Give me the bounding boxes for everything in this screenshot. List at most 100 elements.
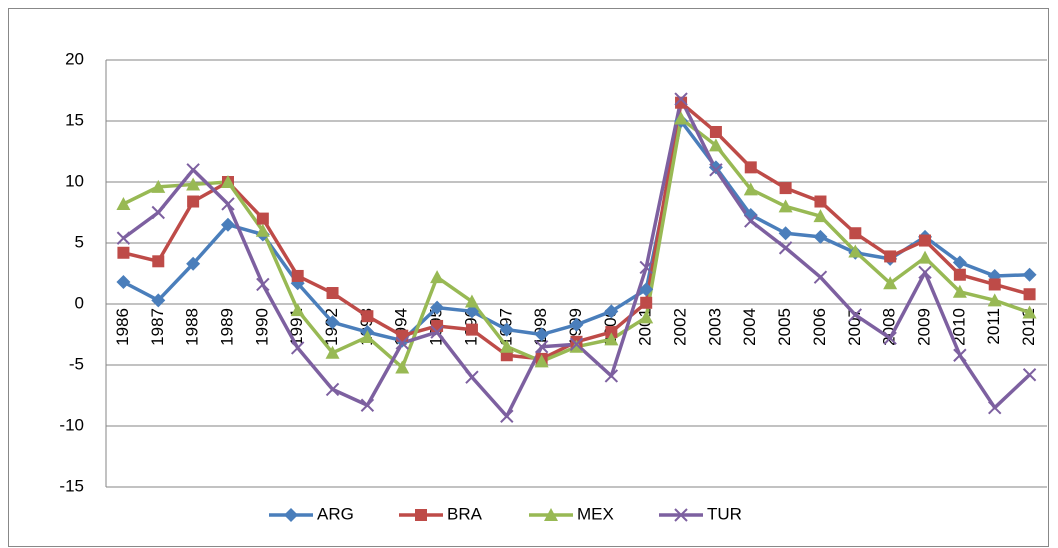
data-point: [952, 255, 967, 270]
x-tick-label: 2010: [949, 308, 968, 346]
data-point: [639, 260, 653, 275]
data-point: [848, 308, 863, 322]
data-point: [987, 293, 1002, 307]
data-point: [605, 326, 618, 339]
data-point: [326, 287, 339, 300]
y-tick-label: 15: [65, 110, 84, 129]
data-point: [220, 175, 235, 188]
data-point: [1022, 267, 1037, 282]
data-point: [186, 163, 200, 177]
data-point: [430, 300, 445, 315]
data-point: [116, 196, 131, 210]
x-tick-label: 2006: [810, 308, 829, 346]
data-point: [1022, 305, 1037, 319]
x-tick-label: 1989: [217, 308, 236, 346]
x-tick-label: 2005: [775, 308, 794, 346]
legend-marker: [284, 508, 298, 522]
data-point: [848, 244, 863, 258]
data-point: [499, 339, 514, 353]
data-point: [709, 125, 722, 138]
data-point: [709, 163, 723, 177]
data-point: [256, 277, 270, 292]
data-point: [534, 327, 549, 342]
data-point: [640, 296, 653, 309]
data-point: [430, 325, 444, 339]
data-point: [187, 195, 200, 208]
x-tick-label: 1987: [148, 308, 167, 346]
data-point: [361, 310, 374, 323]
data-point: [325, 345, 340, 359]
data-point: [883, 331, 897, 345]
data-point: [744, 161, 757, 174]
data-point: [674, 92, 688, 106]
data-point: [813, 229, 828, 244]
data-point: [919, 234, 932, 247]
data-point: [1023, 288, 1036, 301]
legend-item: MEX: [529, 504, 614, 523]
data-point: [395, 360, 410, 374]
y-tick-label: 10: [65, 171, 84, 190]
data-point: [813, 270, 828, 284]
data-point: [569, 339, 584, 353]
data-point: [918, 250, 933, 264]
data-point: [744, 214, 758, 228]
data-point: [431, 319, 444, 332]
data-point: [291, 269, 304, 282]
data-point: [151, 179, 166, 193]
data-point: [255, 223, 270, 237]
data-point: [220, 217, 235, 232]
data-point: [151, 205, 165, 220]
data-point: [395, 336, 409, 350]
data-point: [988, 278, 1001, 291]
data-point: [464, 294, 479, 308]
data-point: [186, 177, 201, 191]
data-point: [813, 209, 828, 223]
data-point: [290, 341, 305, 355]
data-point: [883, 276, 898, 290]
data-point: [116, 231, 131, 245]
data-point: [814, 195, 827, 208]
y-tick-label: -15: [59, 476, 84, 495]
data-point: [465, 370, 479, 384]
data-point: [360, 398, 375, 412]
data-point: [152, 255, 165, 268]
data-point: [778, 226, 793, 241]
x-tick-label: 2009: [915, 308, 934, 346]
data-point: [849, 227, 862, 240]
data-point: [1022, 368, 1037, 382]
data-point: [639, 282, 654, 297]
y-tick-label: 5: [75, 232, 84, 251]
x-tick-label: 2002: [671, 308, 690, 346]
legend-label: MEX: [577, 504, 614, 523]
data-point: [186, 256, 201, 271]
legend-marker: [674, 508, 688, 522]
data-point: [116, 275, 131, 290]
legend-label: BRA: [447, 504, 483, 523]
data-point: [952, 284, 967, 298]
data-point: [674, 111, 689, 125]
data-point: [465, 323, 478, 336]
chart-frame: [8, 8, 1049, 547]
data-point: [675, 96, 688, 109]
data-point: [430, 270, 445, 284]
data-point: [743, 182, 758, 196]
data-point: [325, 382, 340, 397]
data-point: [256, 212, 269, 225]
legend-marker: [544, 508, 558, 521]
data-point: [988, 400, 1002, 415]
y-tick-label: -5: [69, 354, 84, 373]
data-point: [569, 337, 584, 351]
legend-marker: [415, 509, 427, 521]
data-point: [499, 322, 514, 337]
data-point: [779, 182, 792, 195]
data-point: [708, 138, 723, 152]
x-tick-label: 1990: [252, 308, 271, 346]
data-point: [918, 265, 932, 279]
data-point: [884, 250, 897, 263]
data-point: [221, 197, 235, 211]
x-tick-label: 2003: [705, 308, 724, 346]
legend-item: ARG: [269, 504, 354, 523]
data-point: [639, 310, 654, 324]
data-point: [604, 369, 619, 383]
